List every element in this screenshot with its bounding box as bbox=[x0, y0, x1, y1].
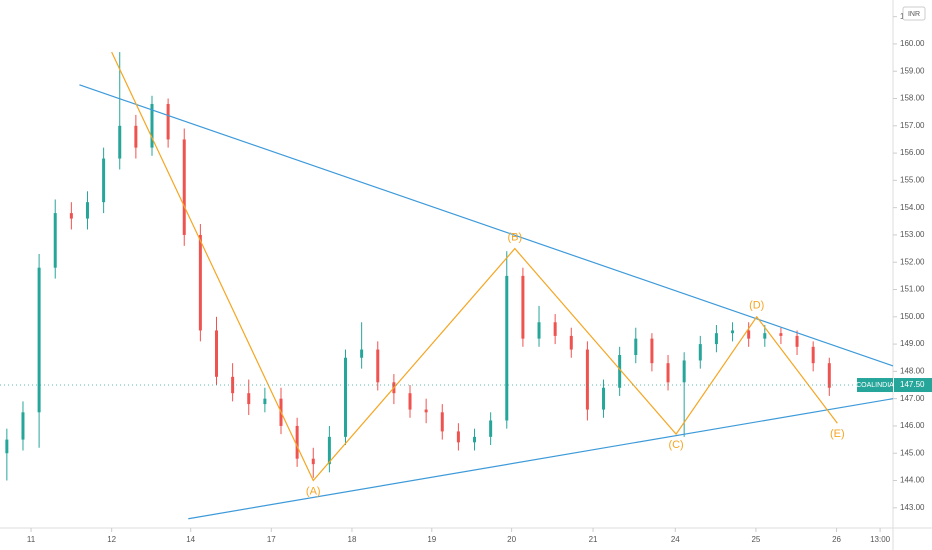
wave-label: (B) bbox=[507, 231, 522, 243]
symbol-tag bbox=[857, 378, 893, 393]
candle-body bbox=[166, 103, 170, 140]
symbol-label: COALINDIA bbox=[856, 382, 894, 389]
candle-body bbox=[85, 202, 89, 219]
candle-body bbox=[408, 393, 412, 410]
candle-body bbox=[569, 335, 573, 350]
candle-body bbox=[150, 103, 154, 148]
candle-body bbox=[714, 333, 718, 345]
candle-body bbox=[811, 346, 815, 364]
x-tick-label: 18 bbox=[348, 535, 357, 544]
price-tag-label: 147.50 bbox=[900, 380, 925, 389]
y-tick-label: 157.00 bbox=[900, 121, 925, 130]
y-tick-label: 153.00 bbox=[900, 230, 925, 239]
candle-body bbox=[376, 349, 380, 383]
candle-body bbox=[698, 344, 702, 361]
candle-body bbox=[295, 425, 299, 459]
candle-body bbox=[198, 234, 202, 331]
y-tick-label: 146.00 bbox=[900, 421, 925, 430]
candle-body bbox=[69, 213, 73, 219]
x-tick-label: 24 bbox=[671, 535, 680, 544]
candle-body bbox=[521, 275, 525, 339]
candle-body bbox=[360, 349, 364, 358]
candle-body bbox=[666, 363, 670, 383]
candle-body bbox=[473, 436, 477, 443]
candle-body bbox=[182, 139, 186, 235]
candle-body bbox=[827, 363, 831, 388]
y-tick-label: 145.00 bbox=[900, 448, 925, 457]
x-tick-label: 20 bbox=[507, 535, 516, 544]
wave-label: (E) bbox=[830, 428, 845, 440]
candle-body bbox=[489, 420, 493, 437]
x-tick-label: 26 bbox=[832, 535, 841, 544]
y-tick-label: 149.00 bbox=[900, 339, 925, 348]
candle-body bbox=[21, 412, 25, 440]
currency-label: INR bbox=[908, 11, 920, 18]
x-tick-label: 11 bbox=[27, 535, 36, 544]
candle-body bbox=[747, 330, 751, 339]
candle-body bbox=[5, 439, 9, 454]
candle-body bbox=[53, 213, 57, 268]
y-tick-label: 154.00 bbox=[900, 203, 925, 212]
y-tick-label: 156.00 bbox=[900, 148, 925, 157]
candle-body bbox=[795, 335, 799, 347]
wave-label: (D) bbox=[749, 300, 764, 312]
wave-label: (C) bbox=[668, 439, 683, 451]
candle-body bbox=[618, 355, 622, 388]
candle-body bbox=[537, 322, 541, 339]
candle-body bbox=[602, 387, 606, 410]
x-tick-label: 14 bbox=[186, 535, 195, 544]
candle-body bbox=[505, 275, 509, 421]
candle-body bbox=[440, 412, 444, 432]
candle-body bbox=[102, 158, 106, 203]
candle-body bbox=[214, 330, 218, 377]
y-tick-label: 155.00 bbox=[900, 175, 925, 184]
y-tick-label: 147.00 bbox=[900, 394, 925, 403]
candle-body bbox=[731, 330, 735, 334]
currency-box bbox=[902, 6, 926, 21]
candle-body bbox=[311, 458, 315, 465]
y-tick-label: 159.00 bbox=[900, 66, 925, 75]
candle-body bbox=[650, 338, 654, 364]
y-tick-label: 152.00 bbox=[900, 257, 925, 266]
x-tick-label: 19 bbox=[427, 535, 436, 544]
candle-body bbox=[37, 267, 41, 413]
y-tick-label: 158.00 bbox=[900, 94, 925, 103]
candle-body bbox=[327, 436, 331, 465]
trendline bbox=[79, 84, 894, 367]
candle-body bbox=[456, 431, 460, 443]
y-tick-label: 148.00 bbox=[900, 366, 925, 375]
wave-label: (A) bbox=[306, 485, 321, 497]
candle-body bbox=[424, 409, 428, 413]
candle-body bbox=[247, 393, 251, 405]
y-tick-label: 144.00 bbox=[900, 476, 925, 485]
x-tick-label: 25 bbox=[751, 535, 760, 544]
candle-body bbox=[344, 357, 348, 437]
candle-body bbox=[634, 338, 638, 356]
candle-body bbox=[763, 333, 767, 339]
wave-line bbox=[111, 51, 838, 482]
x-tick-label: 17 bbox=[267, 535, 276, 544]
candle-body bbox=[118, 125, 122, 159]
candle-body bbox=[585, 349, 589, 410]
x-tick-label: 13:00 bbox=[870, 535, 891, 544]
y-tick-label: 160.00 bbox=[900, 39, 925, 48]
candle-body bbox=[263, 398, 267, 405]
candle-body bbox=[553, 322, 557, 336]
candle-body bbox=[134, 125, 138, 148]
y-tick-label: 151.00 bbox=[900, 285, 925, 294]
x-tick-label: 21 bbox=[589, 535, 598, 544]
candle-body bbox=[682, 360, 686, 383]
x-tick-label: 12 bbox=[107, 535, 116, 544]
y-tick-label: 150.00 bbox=[900, 312, 925, 321]
price-tag bbox=[894, 378, 932, 393]
y-tick-label: 143.00 bbox=[900, 503, 925, 512]
trendline bbox=[188, 398, 894, 520]
candle-body bbox=[779, 333, 783, 336]
